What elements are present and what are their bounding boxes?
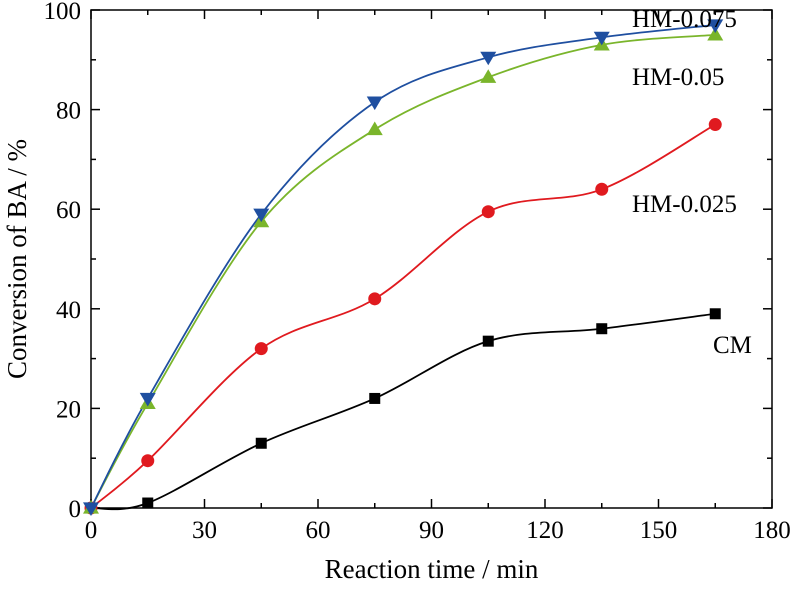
data-point-hm-0-075 bbox=[366, 96, 383, 111]
data-point-cm bbox=[369, 392, 381, 404]
data-point-hm-0-025 bbox=[368, 292, 382, 306]
y-ticks: 0 20 40 60 80 100 bbox=[44, 0, 772, 523]
data-point-cm bbox=[255, 437, 267, 449]
series-label-cm: CM bbox=[713, 332, 752, 359]
series-lines bbox=[90, 24, 716, 511]
y-tick-label: 60 bbox=[56, 197, 81, 224]
data-point-cm bbox=[596, 323, 608, 335]
data-point-hm-0-075 bbox=[139, 392, 156, 407]
x-tick-label: 60 bbox=[306, 517, 331, 544]
data-point-hm-0-05 bbox=[707, 26, 724, 41]
data-point-hm-0-025 bbox=[254, 342, 268, 356]
x-ticks: 0 30 60 90 120 150 180 bbox=[85, 10, 791, 544]
data-point-hm-0-075 bbox=[707, 19, 724, 33]
y-axis-title: Conversion of BA / % bbox=[2, 139, 32, 379]
series-line-hm-0-025 bbox=[90, 123, 716, 509]
x-tick-label: 30 bbox=[192, 517, 217, 544]
series-line-hm-0-075 bbox=[90, 24, 716, 509]
data-point-hm-0-025 bbox=[708, 118, 722, 132]
data-point-cm bbox=[709, 308, 721, 320]
data-point-cm bbox=[142, 497, 154, 509]
data-point-hm-0-075 bbox=[480, 51, 497, 66]
y-tick-label: 40 bbox=[56, 297, 81, 324]
series-label-hm-0-05: HM-0.05 bbox=[632, 64, 724, 91]
x-tick-label: 180 bbox=[753, 517, 791, 544]
data-point-hm-0-05 bbox=[366, 121, 383, 136]
y-tick-label: 0 bbox=[69, 496, 82, 523]
data-point-hm-0-05 bbox=[480, 69, 497, 83]
x-tick-label: 90 bbox=[419, 517, 444, 544]
series-line-hm-0-05 bbox=[90, 34, 716, 509]
data-point-hm-0-025 bbox=[595, 182, 609, 196]
y-tick-label: 80 bbox=[56, 98, 81, 125]
data-point-hm-0-075 bbox=[593, 31, 610, 46]
y-tick-label: 20 bbox=[56, 396, 81, 423]
x-tick-label: 0 bbox=[85, 517, 98, 544]
y-tick-label: 100 bbox=[44, 0, 82, 25]
data-point-hm-0-075 bbox=[83, 502, 99, 516]
data-point-hm-0-075 bbox=[253, 208, 270, 223]
series-line-cm bbox=[90, 312, 716, 511]
data-point-hm-0-025 bbox=[481, 205, 495, 219]
series-label-hm-0-075: HM-0.075 bbox=[632, 6, 737, 33]
data-point-cm bbox=[482, 335, 494, 347]
series-labels: CM HM-0.025 HM-0.05 HM-0.075 bbox=[632, 6, 752, 359]
series-label-hm-0-025: HM-0.025 bbox=[632, 191, 737, 218]
x-tick-label: 120 bbox=[526, 517, 564, 544]
series-markers bbox=[83, 19, 724, 516]
x-tick-label: 150 bbox=[640, 517, 678, 544]
axes: 0 30 60 90 120 150 180 0 20 40 60 80 100 Reaction t… bbox=[2, 0, 791, 584]
x-axis-title: Reaction time / min bbox=[325, 554, 539, 584]
data-point-hm-0-025 bbox=[141, 454, 155, 468]
